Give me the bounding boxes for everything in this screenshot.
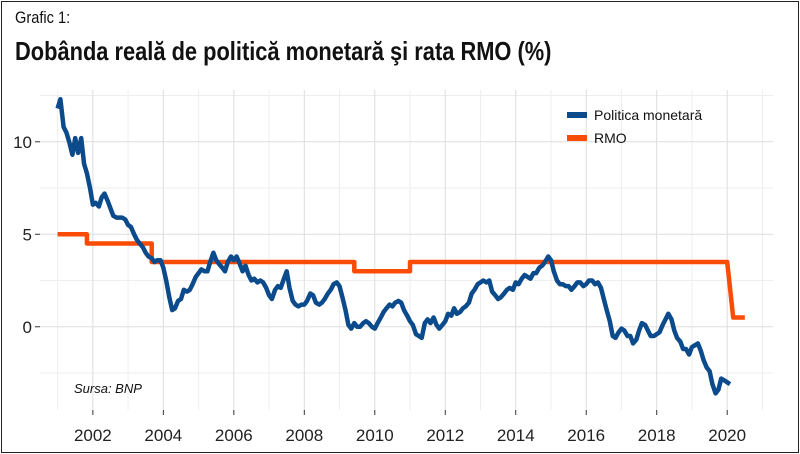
x-tick-label: 2016 bbox=[567, 426, 605, 445]
x-tick-label: 2014 bbox=[497, 426, 535, 445]
source-note: Sursa: BNP bbox=[74, 381, 142, 396]
x-tick-label: 2006 bbox=[215, 426, 253, 445]
legend: Politica monetară RMO bbox=[567, 107, 702, 146]
legend-key bbox=[567, 135, 587, 141]
x-tick-label: 2008 bbox=[285, 426, 323, 445]
x-tick-label: 2004 bbox=[144, 426, 182, 445]
x-tick-label: 2010 bbox=[356, 426, 394, 445]
axes: 2002 2004 2006 2008 2010 2012 2014 2016 2018 2020… bbox=[13, 133, 746, 445]
series-line bbox=[57, 232, 745, 320]
x-tick-label: 2012 bbox=[426, 426, 464, 445]
x-tick-label: 2018 bbox=[638, 426, 676, 445]
y-tick-label: 10 bbox=[13, 133, 32, 152]
x-tick-label: 2002 bbox=[74, 426, 112, 445]
figure-number: Grafic 1: bbox=[15, 8, 71, 27]
y-tick-label: 0 bbox=[23, 318, 32, 337]
series-lines bbox=[55, 96, 745, 396]
legend-label: RMO bbox=[594, 130, 627, 146]
legend-key bbox=[567, 112, 587, 118]
y-tick-label: 5 bbox=[23, 225, 32, 244]
grid bbox=[40, 90, 773, 410]
series-line bbox=[55, 96, 732, 396]
plot-area bbox=[40, 90, 773, 410]
x-tick-label: 2020 bbox=[708, 426, 746, 445]
chart-title: Dobânda reală de politică monetară şi ra… bbox=[15, 36, 552, 66]
legend-label: Politica monetară bbox=[594, 107, 702, 123]
